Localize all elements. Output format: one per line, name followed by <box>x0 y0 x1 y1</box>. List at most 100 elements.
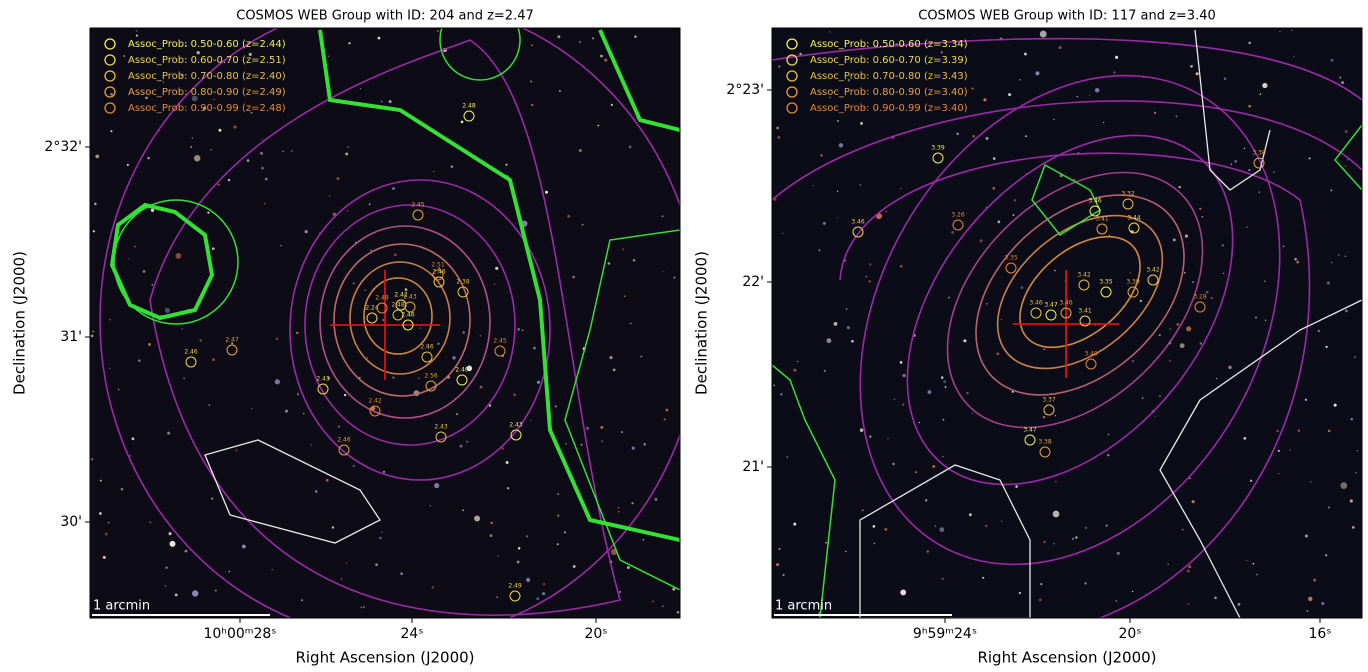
member-redshift: 3.32 <box>1121 191 1135 198</box>
legend-marker <box>104 38 116 50</box>
galaxy <box>346 562 348 564</box>
galaxy <box>336 177 340 181</box>
galaxy <box>1340 482 1348 490</box>
galaxy <box>392 187 395 190</box>
galaxy <box>1191 500 1195 504</box>
galaxy <box>580 443 583 446</box>
member-redshift: 3.47 <box>1044 302 1058 309</box>
member-redshift: 2.46 <box>420 344 434 351</box>
galaxy <box>92 230 95 233</box>
galaxy <box>943 380 947 384</box>
galaxy <box>1052 510 1060 518</box>
galaxy <box>536 597 540 601</box>
galaxy <box>211 497 214 500</box>
galaxy <box>199 339 202 342</box>
galaxy <box>663 270 665 273</box>
galaxy <box>328 55 330 57</box>
galaxy <box>1131 360 1135 363</box>
group-center <box>330 270 1119 380</box>
galaxy <box>1290 29 1293 32</box>
galaxy <box>628 145 632 149</box>
member-redshift: 2.40 <box>455 367 469 374</box>
member-redshift: 3.46 <box>1029 300 1043 307</box>
galaxy <box>1139 299 1142 302</box>
member-galaxy <box>435 431 447 443</box>
galaxy <box>665 408 669 412</box>
galaxy <box>1313 578 1317 582</box>
galaxy <box>282 150 285 153</box>
galaxy <box>1306 610 1309 612</box>
member-redshift: 2.38 <box>456 279 470 286</box>
galaxy <box>837 216 839 219</box>
legend-marker <box>104 70 116 82</box>
member-redshift: 3.46 <box>851 219 865 226</box>
member-galaxy <box>433 276 445 288</box>
galaxy <box>345 152 349 156</box>
galaxy <box>490 521 493 525</box>
galaxy <box>107 521 110 524</box>
galaxy <box>1205 290 1209 294</box>
galaxy <box>572 275 575 279</box>
galaxy <box>284 409 288 413</box>
galaxy <box>782 232 784 234</box>
galaxy <box>972 134 976 138</box>
contours <box>99 28 680 618</box>
galaxy <box>557 35 561 39</box>
galaxy <box>957 72 960 75</box>
galaxy <box>672 587 676 591</box>
galaxy <box>1310 481 1312 483</box>
galaxy <box>825 541 827 544</box>
galaxy <box>110 92 113 96</box>
galaxy <box>517 327 521 331</box>
galaxy <box>1222 272 1225 275</box>
galaxy <box>1308 157 1311 160</box>
galaxy <box>437 342 440 345</box>
galaxy <box>327 376 331 380</box>
galaxy <box>1199 207 1202 210</box>
galaxy <box>235 449 238 452</box>
galaxy <box>1344 255 1347 258</box>
galaxy <box>207 211 210 214</box>
galaxy <box>418 377 420 380</box>
galaxy <box>497 555 499 557</box>
galaxy <box>1230 163 1233 166</box>
member-galaxy <box>494 345 506 357</box>
galaxy <box>310 443 313 446</box>
galaxy <box>581 223 584 226</box>
galaxy <box>773 384 776 387</box>
galaxy <box>368 203 371 206</box>
galaxy <box>135 34 138 37</box>
galaxy <box>818 249 821 252</box>
galaxy <box>1175 115 1178 118</box>
galaxy <box>934 525 937 527</box>
galaxy <box>1038 598 1042 602</box>
legend-marker <box>786 102 798 114</box>
galaxy <box>585 426 590 430</box>
galaxy <box>425 344 428 347</box>
galaxy <box>1141 397 1144 399</box>
galaxy <box>332 212 336 216</box>
member-galaxy <box>402 319 414 331</box>
galaxy <box>1084 582 1087 585</box>
galaxy <box>1327 429 1331 433</box>
galaxy <box>932 464 936 468</box>
galaxy <box>150 208 155 212</box>
galaxy <box>109 318 112 321</box>
galaxy <box>517 547 521 550</box>
galaxy <box>654 497 658 501</box>
galaxy <box>250 111 253 114</box>
member-galaxy <box>317 383 329 395</box>
galaxy <box>604 58 608 62</box>
galaxy <box>1186 569 1190 573</box>
galaxy <box>501 447 504 450</box>
galaxy <box>1210 297 1213 300</box>
member-redshift: 3.40 <box>1084 351 1098 358</box>
galaxy <box>400 572 403 576</box>
galaxy <box>495 266 499 270</box>
galaxy <box>1018 591 1021 595</box>
galaxy <box>1015 485 1018 488</box>
galaxy <box>108 367 111 370</box>
galaxy <box>940 51 943 54</box>
galaxy <box>151 284 154 286</box>
galaxy <box>621 431 624 434</box>
